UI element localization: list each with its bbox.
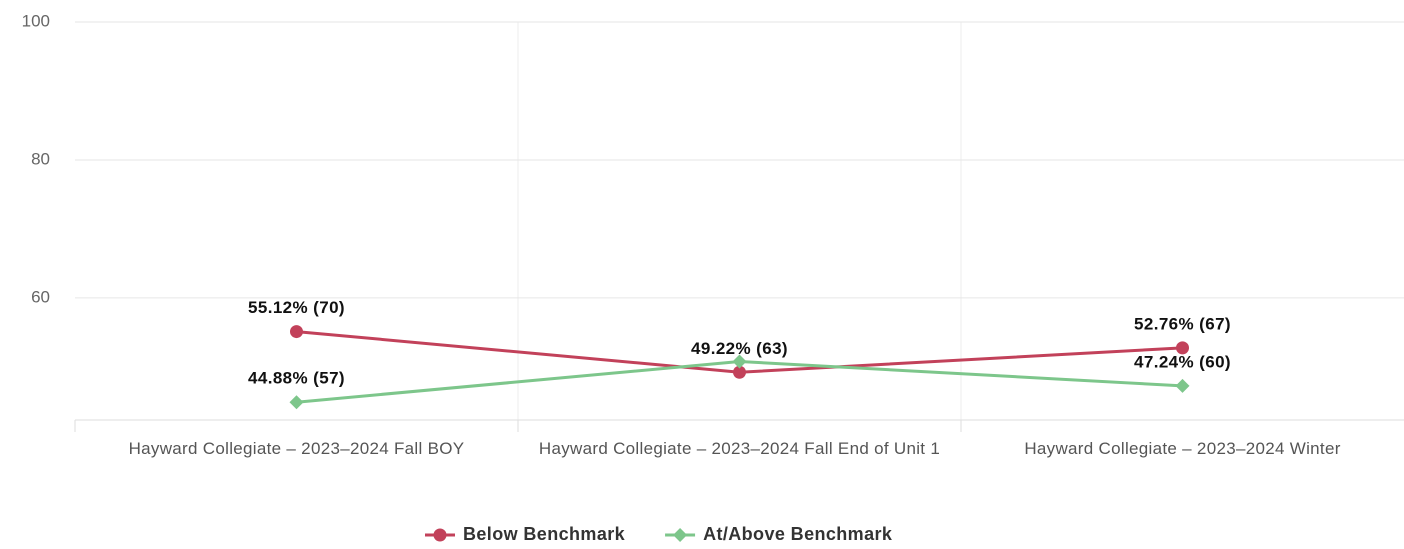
point (733, 365, 746, 379)
point (289, 395, 304, 410)
point (732, 354, 747, 369)
data-label: 52.76% (67) (1134, 314, 1231, 333)
data-label: 44.88% (57) (248, 369, 345, 388)
point (1176, 341, 1189, 355)
point (433, 528, 447, 542)
point (1175, 378, 1190, 393)
point (290, 325, 303, 339)
data-label: 47.24% (60) (1134, 352, 1231, 371)
y-tick-label: 80 (31, 149, 50, 168)
legend-label: At/Above Benchmark (703, 524, 893, 544)
x-tick-label: Hayward Collegiate – 2023–2024 Fall BOY (128, 439, 465, 458)
data-label: 49.22% (63) (691, 339, 788, 358)
y-tick-label: 100 (22, 11, 50, 30)
x-tick-label: Hayward Collegiate – 2023–2024 Fall End … (538, 439, 941, 458)
legend-label: Below Benchmark (463, 524, 626, 544)
y-tick-label: 60 (31, 287, 50, 306)
x-tick-label: Hayward Collegiate – 2023–2024 Winter (1024, 439, 1341, 458)
point (673, 528, 688, 542)
data-label: 55.12% (70) (248, 298, 345, 317)
